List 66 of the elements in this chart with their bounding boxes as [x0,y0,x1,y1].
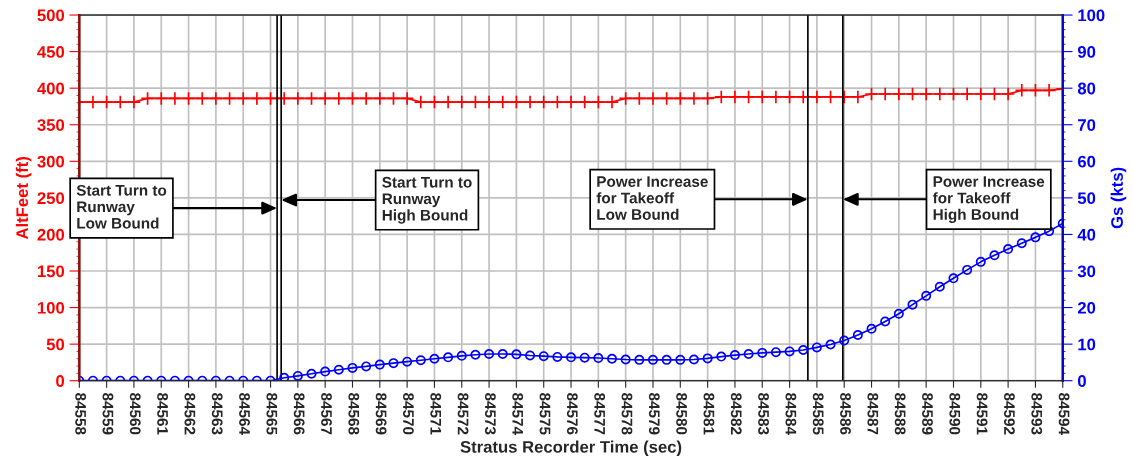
x-tick-label: 84585 [812,392,824,435]
annotation: Start Turn to Runway Low Bound [76,184,167,229]
y2-tick-label: 100 [1078,9,1105,22]
x-tick-label: 84559 [102,392,114,435]
y-tick-label: 50 [46,338,65,351]
x-tick-label: 84576 [566,392,578,435]
x-tick-label: 84566 [293,392,305,435]
y-tick-label: 150 [37,265,65,278]
x-tick-label: 84572 [457,392,469,435]
x-tick-label: 84582 [730,392,742,435]
y-tick-label: 300 [37,155,65,168]
annotation: Power Increase for Takeoff Low Bound [596,176,708,220]
x-tick-label: 84589 [922,392,933,435]
x-tick-label: 84583 [758,392,769,435]
y-tick-label: 450 [37,46,65,58]
y-tick-label: 0 [56,375,65,387]
y-tick-label: 500 [37,9,65,22]
y-tick-label: 100 [37,301,65,314]
y-tick-label: 200 [37,228,65,241]
x-tick-label: 84580 [676,392,688,435]
x-tick-label: 84584 [785,392,797,435]
x-tick-label: 84581 [703,392,715,435]
annotation: Start Turn to Runway High Bound [382,176,472,224]
x-tick-label: 84568 [348,392,360,435]
x-tick-label: 84578 [621,392,633,435]
x-tick-label: 84575 [539,392,551,435]
y-tick-label: 250 [37,192,65,205]
y-axis-title: AltFeet (ft) [15,157,32,240]
x-axis-title: Stratus Recorder Time (sec) [460,440,682,457]
x-tick-label: 84569 [375,392,387,435]
y2-tick-label: 40 [1077,228,1096,241]
x-tick-label: 84560 [129,392,141,435]
x-tick-label: 84573 [484,392,496,435]
x-tick-label: 84579 [648,392,660,435]
x-tick-label: 84590 [949,392,961,435]
y2-tick-label: 60 [1077,155,1096,168]
x-tick-label: 84571 [430,392,442,435]
x-tick-label: 84587 [867,392,879,435]
x-tick-label: 84563 [211,392,223,435]
annotation: Power Increase for Takeoff High Bound [932,176,1045,223]
x-tick-label: 84561 [157,392,168,435]
y2-axis-title: Gs (kts) [1110,167,1127,229]
y2-tick-label: 30 [1077,265,1096,278]
x-tick-label: 84567 [321,392,332,435]
x-tick-label: 84564 [239,392,250,435]
y2-tick-label: 20 [1077,301,1096,314]
y2-tick-label: 50 [1077,192,1096,205]
y2-tick-label: 80 [1077,82,1096,95]
y-tick-label: 400 [37,82,65,95]
x-tick-label: 84586 [840,392,851,435]
y2-tick-label: 0 [1078,375,1086,387]
x-tick-label: 84570 [403,392,414,435]
y2-tick-label: 90 [1077,46,1096,58]
y2-tick-label: 10 [1078,338,1096,351]
x-tick-label: 84593 [1031,392,1043,435]
y2-tick-label: 70 [1078,119,1096,131]
x-tick-label: 84562 [184,392,196,435]
x-tick-label: 84594 [1058,392,1070,435]
x-tick-label: 84574 [512,392,524,435]
x-tick-label: 84588 [894,392,906,435]
x-tick-label: 84558 [75,392,87,435]
x-tick-label: 84592 [1004,392,1015,435]
x-tick-label: 84565 [266,392,278,435]
x-tick-label: 84577 [594,392,606,435]
y-tick-label: 350 [37,119,65,131]
x-tick-label: 84591 [976,392,988,435]
